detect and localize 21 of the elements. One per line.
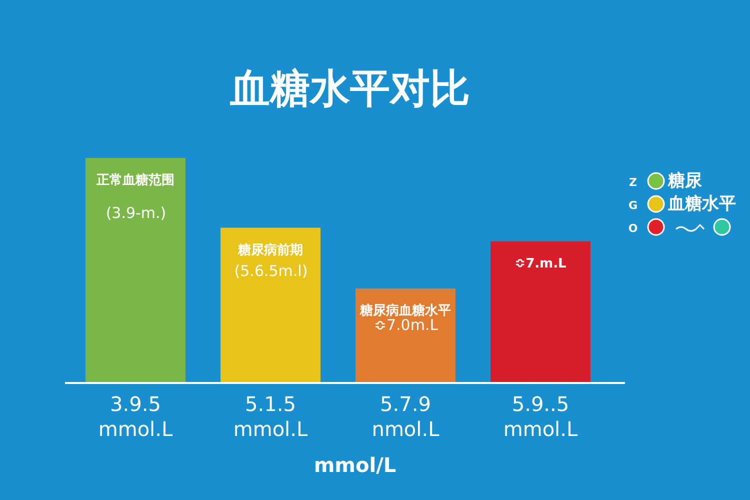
x-tick-label: 5.7.9 nmol.L	[372, 392, 440, 441]
annotation: ≎7.m.L	[514, 256, 566, 272]
bar	[220, 228, 320, 383]
annotation: (5.6.5m.l)	[234, 262, 308, 280]
annotation: 糖尿病血糖水平	[359, 302, 451, 318]
text: Z	[629, 176, 638, 189]
annotation: 糖尿病前期	[237, 242, 303, 258]
text: O	[628, 222, 638, 235]
text: G	[628, 199, 638, 212]
x-tick-label: 5.1.5 mmol.L	[233, 392, 308, 441]
x-tick-label: 5.9..5 mmol.L	[503, 392, 578, 441]
annotation: 正常血糖范围	[96, 172, 174, 188]
chart-title: 血糖水平对比	[229, 66, 470, 112]
annotation: (3.9-m.)	[106, 204, 166, 222]
bar	[490, 241, 590, 383]
text: 血糖水平	[667, 194, 736, 214]
text: 糖尿	[667, 171, 703, 191]
annotation: ≎7.0m.L	[374, 316, 439, 334]
bar	[86, 158, 186, 383]
x-tick-label: 3.9.5 mmol.L	[98, 392, 174, 441]
x-axis-title: mmol/L	[314, 453, 396, 477]
